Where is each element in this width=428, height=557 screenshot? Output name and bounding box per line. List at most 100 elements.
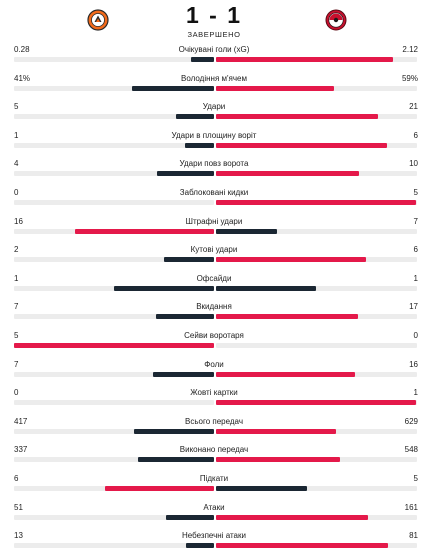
- stat-label: Удари в площину воріт: [171, 130, 257, 140]
- stat-away-bar: [216, 428, 337, 434]
- stat-away-track: [216, 428, 417, 434]
- stat-home-track: [14, 228, 214, 234]
- stat-away-bar: [216, 199, 416, 205]
- stat-label: Виконано передач: [179, 445, 249, 455]
- stat-home-bar: [165, 514, 214, 520]
- stat-home-value: 2: [14, 245, 19, 255]
- stat-away-bar: [216, 142, 388, 148]
- match-score: 1 - 1: [185, 2, 243, 28]
- stat-away-track: [216, 400, 417, 406]
- stat-away-bar: [216, 371, 356, 377]
- stat-away-value: 59%: [401, 73, 418, 83]
- stat-label: Очікувані голи (xG): [178, 45, 250, 54]
- stat-away-value: 16: [409, 359, 418, 369]
- stat-away-value: 6: [413, 130, 418, 140]
- stat-home-value: 16: [14, 216, 23, 226]
- stat-home-bar: [190, 57, 214, 62]
- stat-home-value: 1: [14, 130, 19, 140]
- stat-away-track: [216, 314, 417, 320]
- stat-home-bar: [74, 228, 214, 234]
- stat-away-value: 5: [413, 473, 418, 483]
- stat-row: 4 Удари повз ворота 10: [0, 156, 428, 185]
- stat-home-track: [14, 371, 214, 377]
- stat-home-value: 417: [14, 416, 28, 426]
- stat-home-bar: [153, 371, 214, 377]
- stat-home-bar: [134, 428, 214, 434]
- stat-row: 13 Небезпечні атаки 81: [0, 528, 428, 557]
- match-stats-list: 0.28 Очікувані голи (xG) 2.12 41% Володіння …: [0, 42, 428, 557]
- stat-away-value: 21: [409, 102, 418, 112]
- stat-home-bar: [155, 314, 214, 320]
- stat-home-bar: [104, 485, 214, 491]
- stat-row: 0 Жовті картки 1: [0, 385, 428, 414]
- stat-row: 2 Кутові удари 6: [0, 242, 428, 271]
- stat-label: Заблоковані кидки: [179, 187, 249, 197]
- stat-home-value: 41%: [14, 73, 31, 83]
- stat-away-track: [216, 57, 417, 62]
- stat-home-track: [14, 57, 214, 62]
- stat-home-track: [14, 314, 214, 320]
- stat-away-value: 6: [413, 245, 418, 255]
- stat-away-bar: [216, 514, 368, 520]
- stat-home-track: [14, 199, 214, 205]
- stat-label: Вкидання: [196, 302, 232, 312]
- stat-away-track: [216, 85, 417, 91]
- stat-away-bar: [216, 85, 334, 91]
- stat-away-track: [216, 199, 417, 205]
- stat-away-track: [216, 114, 417, 120]
- stat-home-track: [14, 457, 214, 463]
- stat-home-value: 51: [14, 502, 23, 512]
- shakhtar-logo-icon[interactable]: [87, 9, 109, 31]
- stat-row: 6 Підкати 5: [0, 471, 428, 500]
- stat-away-track: [216, 457, 417, 463]
- stat-row: 1 Офсайди 1: [0, 271, 428, 300]
- stat-away-track: [216, 228, 417, 234]
- stat-home-bar: [164, 257, 214, 263]
- stat-label: Удари повз ворота: [179, 159, 249, 169]
- stat-away-bar: [216, 314, 358, 320]
- stat-away-track: [216, 342, 417, 348]
- stat-away-value: 10: [409, 159, 418, 169]
- stat-label: Сейви воротаря: [184, 330, 244, 340]
- stat-home-bar: [114, 285, 214, 291]
- stat-home-value: 6: [14, 473, 19, 483]
- stat-away-bar: [216, 543, 389, 549]
- stat-home-bar: [175, 114, 214, 120]
- stat-label: Підкати: [199, 473, 229, 483]
- stat-home-value: 13: [14, 531, 23, 541]
- stat-away-track: [216, 142, 417, 148]
- stat-label: Штрафні удари: [185, 216, 243, 226]
- stat-away-value: 0: [413, 330, 418, 340]
- feyenoord-logo-icon[interactable]: [325, 9, 347, 31]
- stat-home-track: [14, 171, 214, 177]
- stat-home-bar: [137, 457, 214, 463]
- stat-row: 417 Всього передач 629: [0, 414, 428, 443]
- stat-label: Володіння м'ячем: [181, 73, 247, 83]
- stat-away-track: [216, 543, 417, 549]
- stat-label: Офсайди: [196, 273, 232, 283]
- stat-home-value: 7: [14, 359, 19, 369]
- stat-away-value: 17: [409, 302, 418, 312]
- stat-away-value: 7: [413, 216, 418, 226]
- stat-home-track: [14, 257, 214, 263]
- stat-home-value: 5: [14, 330, 19, 340]
- stat-home-track: [14, 285, 214, 291]
- stat-away-value: 5: [413, 187, 418, 197]
- stat-row: 0.28 Очікувані голи (xG) 2.12: [0, 42, 428, 71]
- match-status: ЗАВЕРШЕНО: [187, 30, 241, 39]
- stat-row: 337 Виконано передач 548: [0, 442, 428, 471]
- stat-home-value: 0: [14, 388, 19, 398]
- stat-row: 51 Атаки 161: [0, 500, 428, 529]
- stat-home-track: [14, 543, 214, 549]
- stat-away-value: 161: [404, 502, 418, 512]
- stat-row: 41% Володіння м'ячем 59%: [0, 71, 428, 100]
- stat-home-value: 5: [14, 102, 19, 112]
- stat-away-track: [216, 514, 417, 520]
- stat-home-track: [14, 400, 214, 406]
- stat-home-bar: [132, 85, 214, 91]
- stat-home-bar: [185, 142, 214, 148]
- stat-away-track: [216, 285, 417, 291]
- stat-home-value: 4: [14, 159, 19, 169]
- stat-away-track: [216, 171, 417, 177]
- stat-row: 1 Удари в площину воріт 6: [0, 128, 428, 157]
